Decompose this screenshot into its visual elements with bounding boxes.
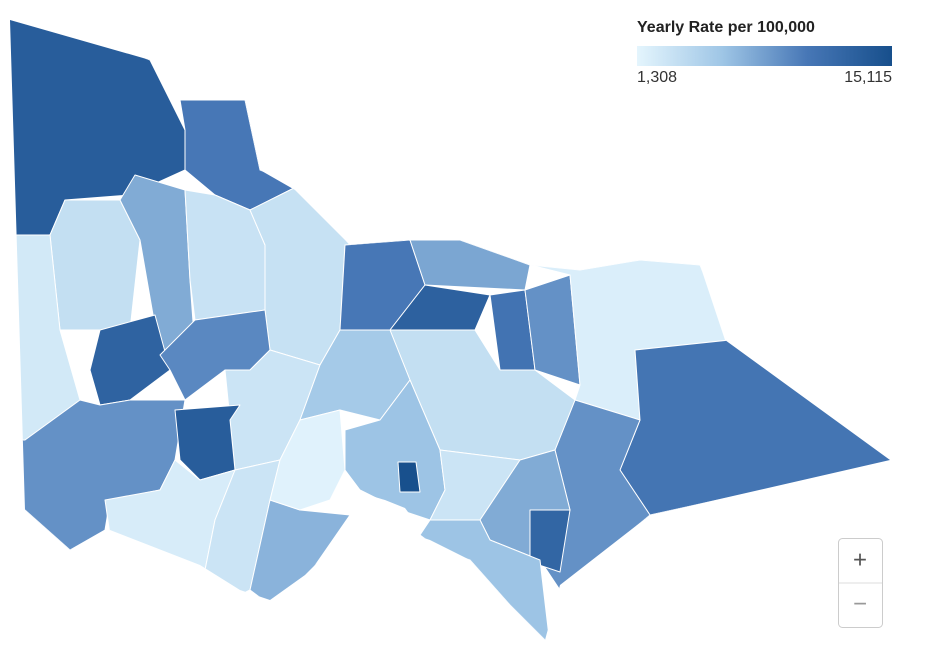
region[interactable]	[529, 509, 571, 573]
port-phillip-bay	[350, 492, 420, 545]
legend-gradient	[637, 46, 892, 66]
regions	[10, 20, 900, 640]
region[interactable]	[49, 199, 141, 331]
region[interactable]	[409, 239, 531, 291]
legend-max-label: 15,115	[844, 69, 892, 86]
legend-title: Yearly Rate per 100,000	[637, 19, 815, 36]
region[interactable]	[269, 409, 346, 511]
region[interactable]	[619, 339, 900, 516]
zoom-out-button[interactable]: −	[853, 590, 867, 617]
legend-min-label: 1,308	[637, 69, 677, 86]
zoom-in-button[interactable]: +	[853, 546, 867, 573]
region[interactable]	[119, 174, 196, 356]
region[interactable]	[397, 461, 421, 493]
region[interactable]	[299, 329, 411, 421]
